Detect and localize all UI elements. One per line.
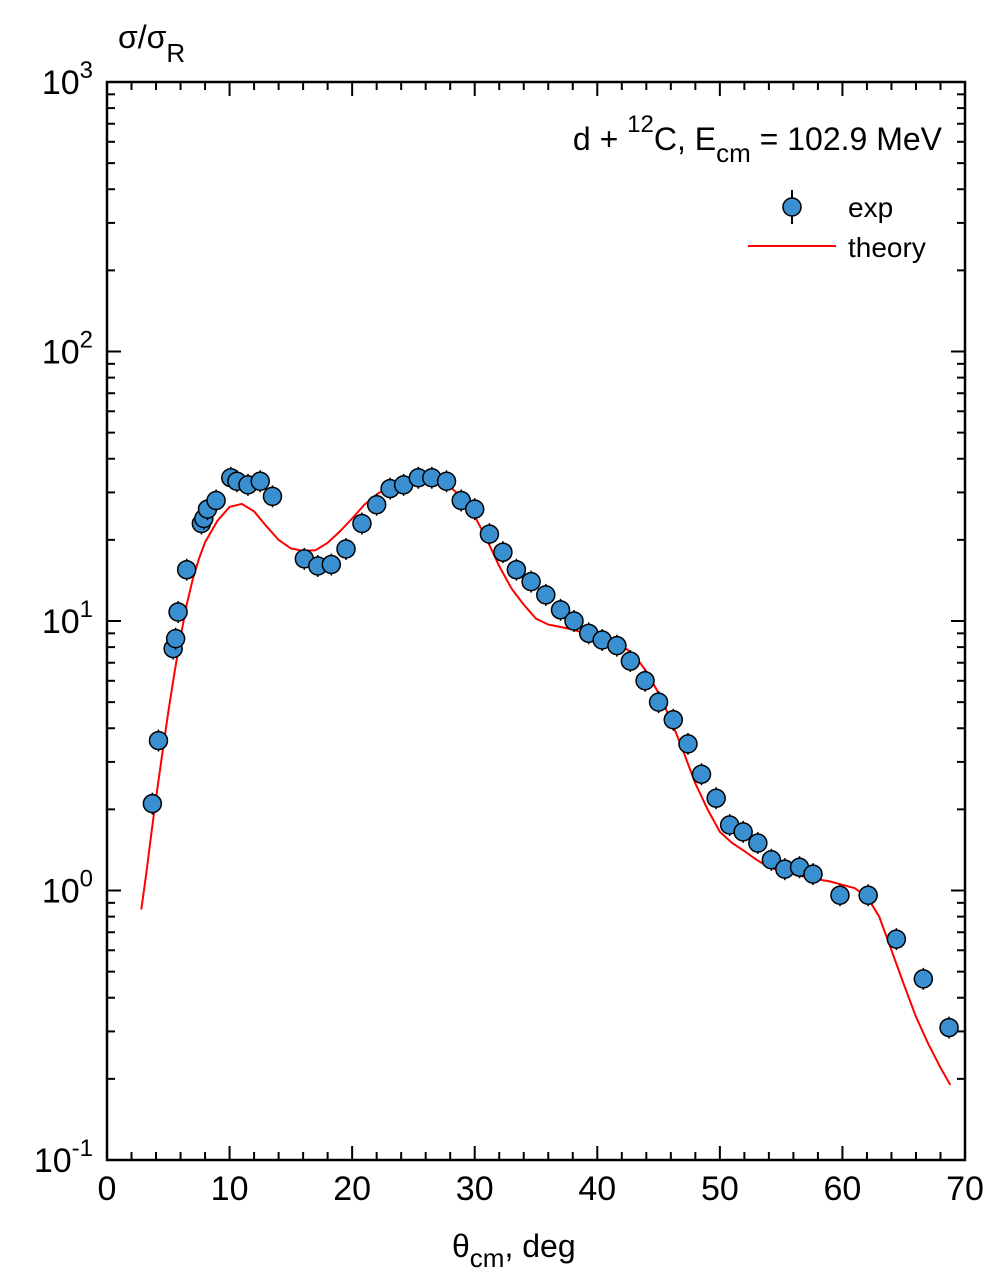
exp-point [168, 602, 188, 622]
exp-point [663, 710, 684, 730]
y-tick-exponent: 0 [80, 866, 93, 893]
exp-point [336, 539, 356, 559]
exp-point [939, 1017, 959, 1038]
y-axis-label-sub: R [166, 38, 185, 68]
exp-point [321, 554, 342, 575]
y-axis-label: σ/σR [118, 19, 185, 68]
exp-point [550, 600, 571, 620]
exp-point [493, 542, 513, 562]
exp-point [564, 611, 584, 631]
legend: exp theory [748, 190, 926, 263]
x-tick-label: 20 [333, 1170, 371, 1208]
annotation-mass-number: 12 [627, 111, 654, 138]
annotation-energy-subscript: cm [716, 138, 751, 168]
exp-point [886, 929, 907, 949]
x-tick-label: 0 [98, 1170, 117, 1208]
exp-point [142, 793, 163, 814]
exp-point [830, 885, 850, 906]
x-tick-label: 60 [824, 1170, 862, 1208]
exp-point [176, 559, 197, 580]
exp-point [733, 822, 753, 842]
y-tick-label: 103 [42, 57, 93, 102]
y-tick-exponent: 1 [80, 596, 93, 623]
exp-point [262, 486, 283, 507]
exp-point [706, 788, 726, 808]
major-ticks [106, 82, 966, 1161]
exp-point [648, 692, 669, 712]
y-tick-base: 10 [42, 334, 80, 372]
x-tick-label: 40 [578, 1170, 616, 1208]
y-tick-exponent: -1 [72, 1135, 93, 1162]
exp-point [206, 490, 226, 511]
legend-exp-marker [782, 197, 802, 217]
exp-point [748, 833, 768, 853]
reaction-annotation: d + 12C, Ecm = 102.9 MeV [573, 111, 943, 168]
x-axis-label-main: θ [452, 1228, 470, 1264]
theory-series [140, 479, 952, 1086]
exp-point [691, 764, 712, 784]
exp-point [451, 490, 471, 511]
exp-point [635, 671, 655, 691]
exp-point [506, 559, 527, 580]
y-tick-exponent: 3 [80, 57, 93, 84]
x-tick-label: 70 [946, 1170, 984, 1208]
exp-point [858, 885, 878, 906]
exp-point [607, 635, 627, 656]
minor-ticks [107, 82, 965, 1160]
exp-point [366, 494, 387, 515]
exp-point [148, 730, 169, 751]
theory-curve [140, 479, 952, 1086]
y-tick-label: 10-1 [34, 1135, 93, 1180]
exp-point [165, 628, 186, 649]
y-tick-exponent: 2 [80, 327, 93, 354]
exp-point [479, 524, 500, 544]
exp-point [620, 651, 641, 671]
exp-point [250, 471, 270, 492]
exp-point [436, 471, 457, 492]
x-tick-label: 10 [211, 1170, 249, 1208]
exp-point [761, 850, 782, 870]
legend-theory-label: theory [848, 232, 926, 263]
exp-series [142, 466, 959, 1039]
exp-point [464, 499, 485, 519]
annotation-energy-value: = 102.9 MeV [751, 121, 943, 157]
y-tick-base: 10 [42, 603, 80, 641]
annotation-prefix: d + [573, 121, 627, 157]
x-axis-label: θcm, deg [452, 1228, 576, 1273]
exp-point [352, 513, 372, 534]
x-tick-labels: 0 10 20 30 40 50 60 70 [98, 1170, 984, 1208]
plot-frame [105, 80, 967, 1162]
x-axis-label-rest: , deg [504, 1228, 575, 1264]
y-tick-base: 10 [42, 873, 80, 911]
x-axis-label-sub: cm [470, 1243, 505, 1273]
annotation-nucleus: C, E [654, 121, 716, 157]
exp-point [678, 734, 698, 754]
y-tick-base: 10 [34, 1142, 72, 1180]
y-tick-label: 101 [42, 596, 93, 641]
y-tick-label: 102 [42, 327, 93, 372]
y-tick-base: 10 [42, 64, 80, 102]
exp-point [913, 969, 934, 989]
y-tick-label: 100 [42, 866, 93, 911]
legend-exp-label: exp [848, 192, 893, 223]
y-axis-label-main: σ/σ [118, 19, 167, 55]
exp-point [803, 864, 823, 884]
exp-point [521, 571, 541, 592]
x-tick-label: 50 [701, 1170, 739, 1208]
exp-point [536, 585, 556, 605]
x-tick-label: 30 [456, 1170, 494, 1208]
